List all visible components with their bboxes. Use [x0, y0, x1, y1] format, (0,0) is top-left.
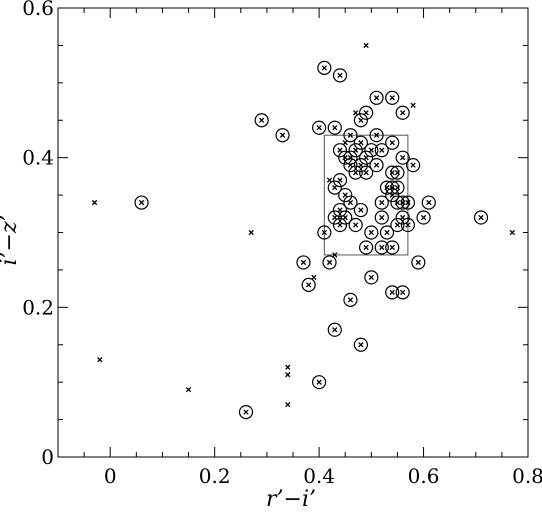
circled-point: [385, 240, 400, 255]
circled-point: [343, 128, 358, 143]
x-tick-label: 0.2: [199, 464, 231, 488]
y-tick-label: 0.6: [22, 0, 54, 20]
circled-point: [374, 195, 389, 210]
cross-point: [342, 140, 348, 146]
data-points: [91, 42, 515, 420]
circled-point: [359, 165, 374, 180]
circled-point: [317, 60, 332, 75]
circled-point: [369, 158, 384, 173]
circled-point: [385, 90, 400, 105]
circled-point: [343, 292, 358, 307]
circled-point: [353, 337, 368, 352]
cross-point: [509, 229, 515, 236]
cross-point: [91, 199, 98, 206]
cross-point: [285, 401, 291, 408]
circled-point: [134, 195, 149, 210]
circled-point: [343, 195, 358, 210]
circled-point: [406, 158, 421, 173]
circled-point: [338, 210, 353, 225]
circled-point: [395, 105, 410, 120]
x-tick-label: 0: [104, 464, 117, 488]
cross-point: [410, 102, 416, 108]
circled-point: [369, 90, 384, 105]
y-axis-label: i’−z’: [0, 214, 22, 265]
axis-tick-labels: 0 0.2 0.4 0.6 0.8 0 0.2 0.4 0.6: [22, 0, 542, 488]
circled-point: [390, 165, 405, 180]
x-tick-label: 0.6: [408, 464, 440, 488]
circled-point: [312, 120, 327, 135]
circled-point: [364, 143, 379, 158]
cross-point: [311, 274, 317, 281]
cross-point: [248, 229, 254, 236]
circled-point: [385, 135, 400, 150]
selection-box: [323, 134, 409, 256]
circled-point: [395, 150, 410, 165]
circled-point: [327, 322, 342, 337]
circled-point: [238, 405, 254, 420]
circled-point: [327, 120, 342, 135]
cross-point: [363, 42, 369, 49]
circled-point: [400, 195, 415, 210]
circled-point: [369, 128, 384, 143]
circled-point: [374, 210, 389, 225]
cross-point: [97, 357, 103, 363]
axis-ticks: [57, 7, 529, 458]
plot-frame: [57, 7, 529, 458]
circled-point: [301, 277, 316, 292]
circled-point: [353, 135, 368, 150]
y-tick-label: 0.4: [22, 146, 54, 170]
circled-point: [390, 180, 405, 195]
cross-point: [285, 364, 291, 370]
circled-point: [275, 128, 290, 143]
circled-point: [374, 240, 389, 255]
circled-point: [353, 113, 368, 128]
circled-point: [421, 195, 436, 210]
circled-point: [395, 285, 410, 300]
circled-point: [353, 202, 368, 218]
circled-point: [359, 240, 374, 255]
circled-point: [359, 105, 374, 120]
circled-point: [317, 225, 332, 240]
circled-point: [374, 143, 389, 158]
circled-point: [379, 225, 395, 240]
circled-point: [332, 173, 348, 188]
x-tick-label: 0.8: [512, 464, 542, 488]
circled-point: [332, 68, 348, 83]
circled-point: [400, 217, 415, 233]
circled-point: [296, 255, 311, 270]
circled-point: [348, 217, 363, 233]
circled-point: [416, 210, 431, 225]
cross-point: [285, 372, 291, 378]
circled-point: [322, 255, 337, 270]
x-tick-label: 0.4: [303, 464, 335, 488]
circled-point: [364, 225, 379, 240]
circled-point: [364, 270, 379, 285]
circled-point: [473, 210, 489, 225]
circled-point: [385, 285, 400, 300]
y-tick-label: 0: [41, 445, 54, 469]
x-axis-label: r’−i’: [266, 487, 316, 512]
circled-point: [312, 375, 327, 390]
cross-point: [332, 252, 338, 258]
circled-point: [332, 143, 348, 158]
cross-point: [185, 386, 192, 393]
cross-point: [326, 177, 333, 183]
cross-point: [353, 110, 359, 116]
circled-point: [254, 113, 269, 128]
circled-point: [411, 255, 426, 270]
circled-point: [359, 150, 374, 165]
y-tick-label: 0.2: [22, 295, 54, 319]
